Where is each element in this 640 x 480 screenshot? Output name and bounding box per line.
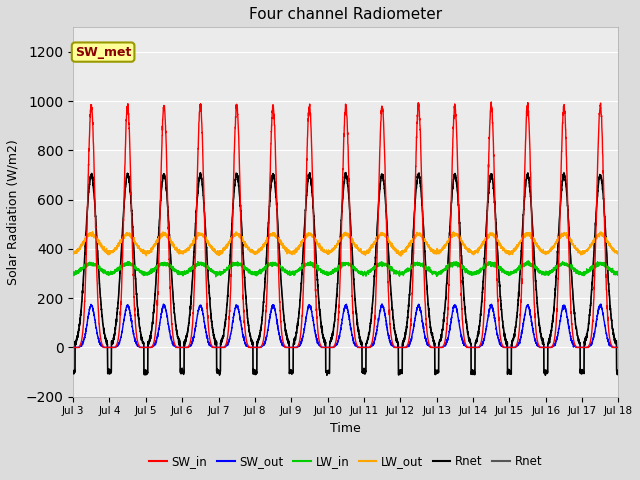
Rnet xyxy=(614,371,622,376)
LW_in xyxy=(524,258,532,264)
LW_out xyxy=(450,229,458,235)
LW_in xyxy=(69,269,77,275)
Rnet xyxy=(499,320,507,326)
Rnet xyxy=(69,369,77,374)
SW_out xyxy=(325,345,333,350)
SW_in xyxy=(438,345,445,350)
LW_out xyxy=(614,250,622,256)
Legend: SW_in, SW_out, LW_in, LW_out, Rnet, Rnet: SW_in, SW_out, LW_in, LW_out, Rnet, Rnet xyxy=(145,451,547,473)
LW_out xyxy=(438,248,445,253)
Rnet xyxy=(325,371,333,376)
Rnet xyxy=(614,367,621,373)
Text: SW_met: SW_met xyxy=(75,46,131,59)
LW_in xyxy=(614,272,621,277)
LW_in xyxy=(212,274,220,280)
LW_out xyxy=(167,238,175,244)
Rnet xyxy=(325,371,333,376)
Line: Rnet: Rnet xyxy=(73,172,618,375)
Rnet xyxy=(614,371,622,377)
Line: Rnet: Rnet xyxy=(73,173,618,375)
Rnet xyxy=(468,371,476,377)
LW_out xyxy=(614,251,621,256)
LW_in xyxy=(167,263,175,268)
SW_in xyxy=(614,345,622,350)
LW_out xyxy=(69,249,77,255)
Y-axis label: Solar Radiation (W/m2): Solar Radiation (W/m2) xyxy=(7,139,20,285)
SW_out xyxy=(597,301,605,307)
SW_out xyxy=(468,345,476,350)
SW_in xyxy=(488,99,495,105)
Rnet xyxy=(614,367,621,373)
LW_out xyxy=(397,253,405,259)
SW_out xyxy=(499,344,507,349)
LW_out xyxy=(468,249,476,254)
Rnet xyxy=(69,369,77,374)
Rnet xyxy=(438,332,445,338)
Rnet xyxy=(560,169,568,175)
X-axis label: Time: Time xyxy=(330,422,361,435)
SW_in xyxy=(499,343,507,349)
SW_in xyxy=(468,345,476,350)
Rnet xyxy=(438,332,445,337)
Rnet xyxy=(167,263,175,269)
SW_in xyxy=(325,345,333,350)
LW_in xyxy=(468,272,476,278)
Line: LW_out: LW_out xyxy=(73,232,618,256)
LW_out xyxy=(499,245,507,251)
Rnet xyxy=(167,263,175,268)
SW_out xyxy=(167,335,175,341)
Title: Four channel Radiometer: Four channel Radiometer xyxy=(249,7,442,22)
Rnet xyxy=(499,320,507,325)
SW_in xyxy=(69,345,77,350)
SW_out xyxy=(69,345,77,350)
Rnet xyxy=(541,372,549,378)
SW_in xyxy=(167,310,175,315)
Line: SW_out: SW_out xyxy=(73,304,618,348)
LW_in xyxy=(614,272,622,277)
LW_in xyxy=(499,266,507,272)
SW_out xyxy=(614,345,622,350)
Rnet xyxy=(468,371,476,376)
LW_in xyxy=(438,269,445,275)
Line: SW_in: SW_in xyxy=(73,102,618,348)
SW_out xyxy=(438,345,445,350)
SW_out xyxy=(614,345,621,350)
LW_in xyxy=(326,270,333,276)
Rnet xyxy=(342,170,349,176)
LW_out xyxy=(325,250,333,255)
SW_in xyxy=(614,345,621,350)
Line: LW_in: LW_in xyxy=(73,261,618,277)
Rnet xyxy=(395,372,403,378)
